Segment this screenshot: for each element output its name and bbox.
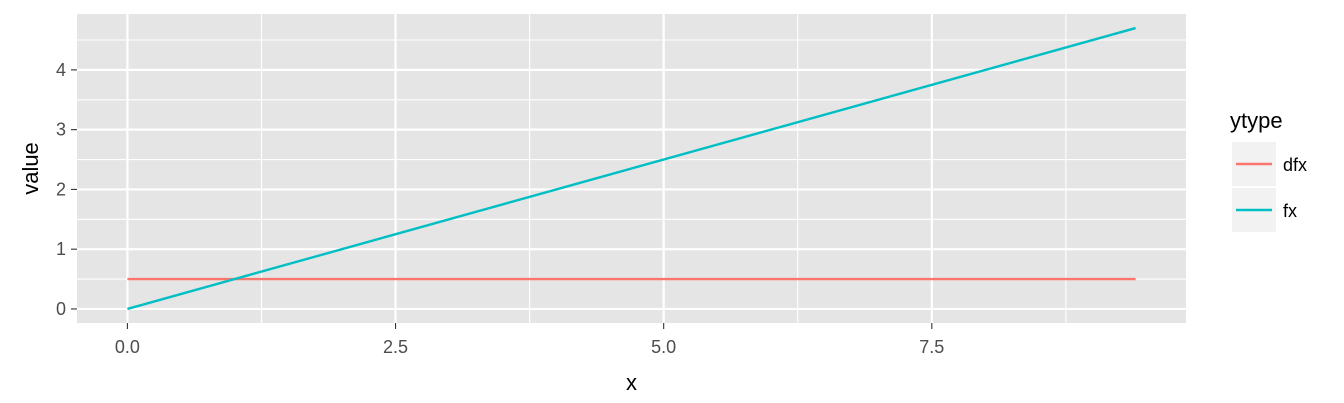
x-tick-label: 7.5 (919, 337, 944, 357)
y-tick-label: 0 (56, 299, 66, 319)
legend: ytype dfx fx (1230, 108, 1307, 232)
y-tick-label: 4 (56, 60, 66, 80)
legend-label-dfx: dfx (1283, 155, 1307, 175)
y-tick-label: 1 (56, 239, 66, 259)
major-gridlines (77, 14, 1186, 323)
x-axis-title: x (626, 370, 637, 395)
y-tick-label: 3 (56, 120, 66, 140)
y-axis-title: value (18, 142, 43, 195)
series-layer (127, 26, 1136, 311)
minor-gridlines (77, 14, 1186, 323)
legend-label-fx: fx (1283, 201, 1297, 221)
y-tick-label: 2 (56, 179, 66, 199)
x-tick-label: 5.0 (651, 337, 676, 357)
x-tick-label: 0.0 (115, 337, 140, 357)
x-tick-label: 2.5 (383, 337, 408, 357)
series-line-fx (127, 26, 1136, 311)
x-axis: 0.0 2.5 5.0 7.5 (115, 323, 944, 357)
legend-title: ytype (1230, 108, 1283, 133)
y-axis: 0 1 2 3 4 (56, 60, 77, 319)
